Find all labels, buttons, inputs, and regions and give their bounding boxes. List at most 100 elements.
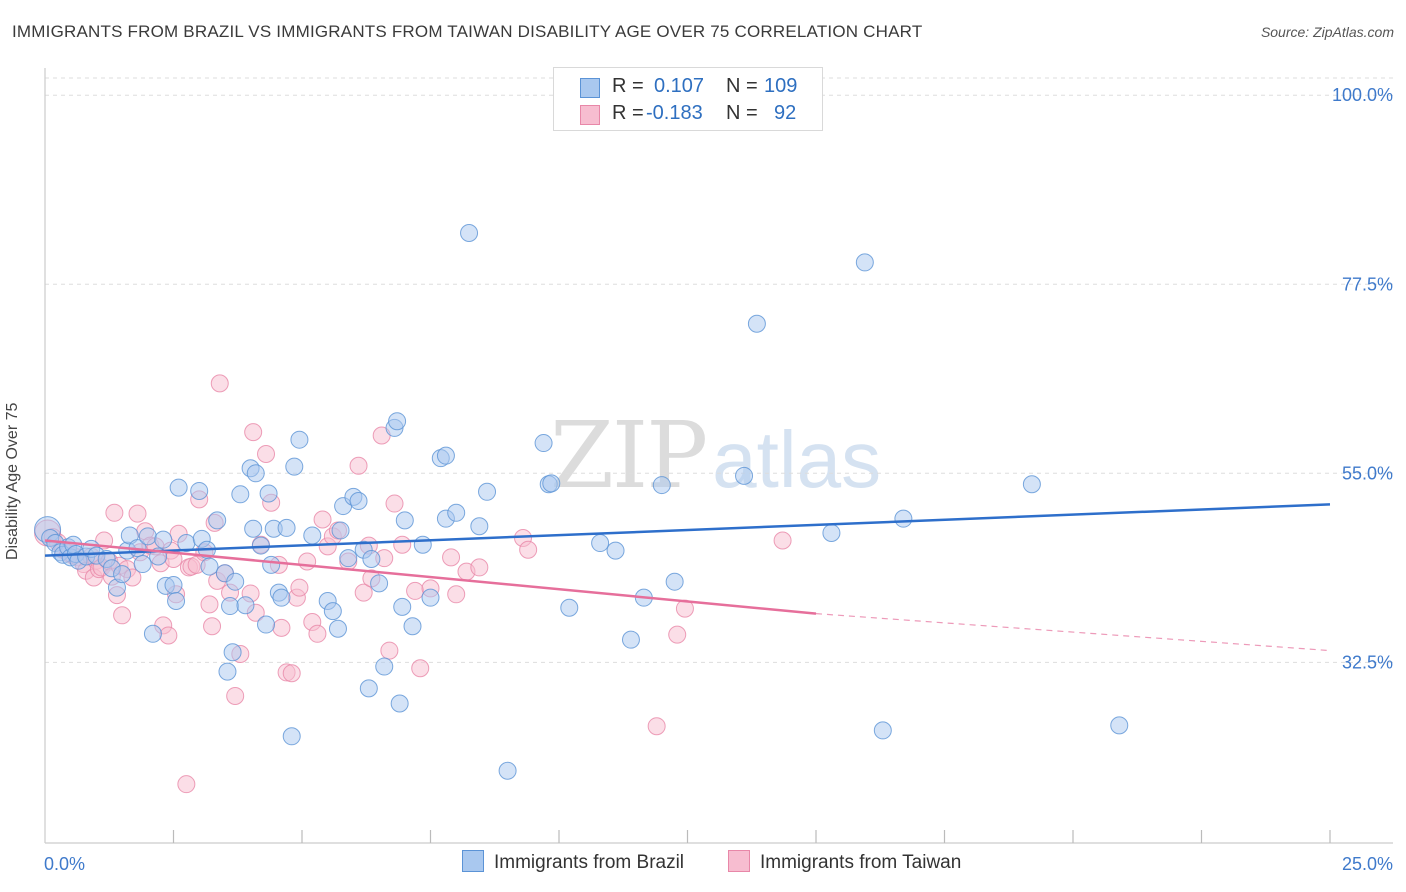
taiwan-point [406,581,425,600]
brazil-point [303,526,322,545]
x-tick-label-1: 25.0% [1342,854,1393,874]
brazil-point [873,721,892,740]
brazil-point [591,534,610,553]
brazil-point [223,643,242,662]
taiwan-point [200,595,219,614]
brazil-point [154,530,173,549]
taiwan-point [244,423,263,442]
brazil-r-value: 0.107 [654,75,705,97]
brazil-point [190,481,209,500]
taiwan-point [470,558,489,577]
brazil-point [328,619,347,638]
brazil-point [447,503,466,522]
taiwan-point [519,540,538,559]
brazil-point [259,484,278,503]
brazil-point [362,550,381,569]
legend-brazil-label: Immigrants from Brazil [494,852,685,873]
brazil-point [143,624,162,643]
taiwan-point [385,494,404,513]
taiwan-point [308,624,327,643]
taiwan-r-label: R = [612,102,644,124]
taiwan-swatch [580,105,600,125]
legend-taiwan-swatch [728,850,750,872]
brazil-n-value: 109 [764,75,798,97]
taiwan-point [226,686,245,705]
brazil-trend-line [44,503,1331,557]
brazil-point [822,523,841,542]
y-tick-label-2: 77.5% [1342,274,1393,294]
brazil-point [277,518,296,537]
brazil-point [262,555,281,574]
brazil-point [390,694,409,713]
brazil-point [133,555,152,574]
x-tick-label-0: 0.0% [44,854,85,874]
brazil-point [272,588,291,607]
brazil-points [34,224,1129,780]
brazil-point [226,572,245,591]
brazil-point [747,314,766,333]
taiwan-point [105,503,124,522]
taiwan-point [313,510,332,529]
tick-labels: 32.5% 55.0% 77.5% 100.0% 0.0% 25.0% [44,85,1393,874]
taiwan-r-value: -0.183 [646,102,703,124]
brazil-point [393,597,412,616]
brazil-point [395,511,414,530]
legend-taiwan-label: Immigrants from Taiwan [760,852,962,873]
stats-row-brazil: R = 0.107 N = 109 [554,73,822,101]
brazil-point [349,492,368,511]
brazil-point [359,679,378,698]
taiwan-point [380,641,399,660]
taiwan-point [272,618,291,637]
brazil-point [167,592,186,611]
correlation-stats-box: R = 0.107 N = 109 R = -0.183 N = 92 [553,67,823,131]
brazil-point [606,541,625,560]
taiwan-point [354,583,373,602]
taiwan-n-label: N = [726,102,758,124]
brazil-point [221,597,240,616]
brazil-point [388,412,407,431]
taiwan-point [203,617,222,636]
brazil-point [164,576,183,595]
brazil-point [470,517,489,536]
brazil-point [339,549,358,568]
taiwan-point [442,548,461,567]
chart-title: IMMIGRANTS FROM BRAZIL VS IMMIGRANTS FRO… [12,22,923,41]
brazil-point [169,478,188,497]
taiwan-n-value: 92 [774,102,797,124]
taiwan-point [668,625,687,644]
legend-item-brazil[interactable]: Immigrants from Brazil [462,850,684,874]
axes [44,68,1393,844]
brazil-point [285,457,304,476]
legend-item-taiwan[interactable]: Immigrants from Taiwan [728,850,961,874]
y-tick-label-3: 100.0% [1332,85,1393,105]
taiwan-point [411,659,430,678]
taiwan-point [298,552,317,571]
brazil-point [855,253,874,272]
brazil-point [370,574,389,593]
brazil-point [478,482,497,501]
brazil-point [246,464,265,483]
brazil-point [413,535,432,554]
brazil-point [323,602,342,621]
taiwan-point [349,456,368,475]
brazil-point [208,511,227,530]
taiwan-trend-extension [815,613,1331,652]
taiwan-point [773,531,792,550]
source-label: Source: ZipAtlas.com [1260,24,1394,40]
brazil-point [894,509,913,528]
taiwan-point [447,585,466,604]
taiwan-point [159,626,178,645]
brazil-point [542,474,561,493]
stats-row-taiwan: R = -0.183 N = 92 [554,100,822,128]
trend-lines [44,503,1331,652]
brazil-n-label: N = [726,75,758,97]
brazil-point [290,430,309,449]
brazil-point [498,761,517,780]
brazil-point [560,598,579,617]
brazil-point [1022,475,1041,494]
brazil-point [200,557,219,576]
taiwan-point [128,504,147,523]
brazil-point [1110,716,1129,735]
brazil-point [375,657,394,676]
